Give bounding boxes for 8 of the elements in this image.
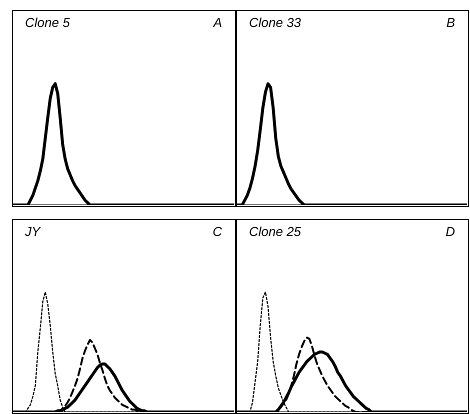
text: D <box>446 224 455 240</box>
chart-title: Clone 33 <box>249 15 302 30</box>
text: C <box>212 224 223 240</box>
text: B <box>446 15 456 30</box>
text: A <box>212 15 222 30</box>
chart-title: Clone 5 <box>25 15 71 30</box>
chart-title: Clone 25 <box>249 224 302 240</box>
chart-title: JY <box>24 224 42 240</box>
